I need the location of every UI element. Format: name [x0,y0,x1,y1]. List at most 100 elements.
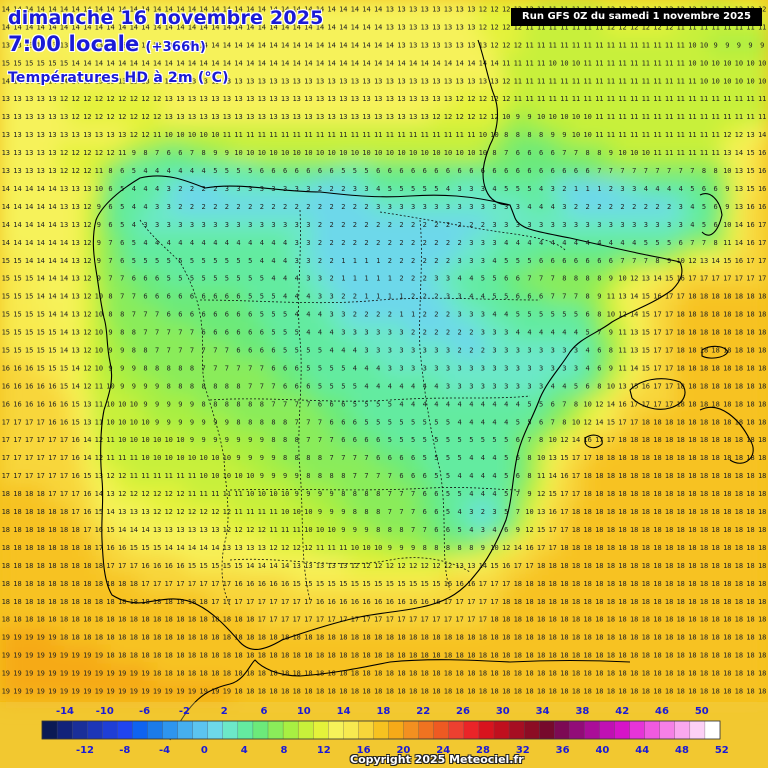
temperature-value: 18 [758,382,766,390]
temperature-value: 8 [562,418,566,426]
temperature-value: 14 [130,59,138,67]
temperature-value: 12 [83,149,91,157]
temperature-value: 2 [388,257,392,265]
temperature-value: 18 [106,652,114,660]
temperature-value: 5 [353,167,357,175]
temperature-value: 13 [327,113,335,121]
temperature-value: 13 [48,113,56,121]
temperature-value: 16 [164,562,172,570]
temperature-value: 18 [304,652,312,660]
temperature-value: 15 [36,364,44,372]
temperature-value: 11 [537,41,545,49]
temperature-value: 18 [711,598,719,606]
temperature-value: 11 [316,131,324,139]
temperature-value: 16 [374,598,382,606]
temperature-value: 11 [595,131,603,139]
temperature-value: 11 [106,454,114,462]
temperature-cell [196,0,211,19]
temperature-value: 2 [364,221,368,229]
temperature-value: 13 [106,490,114,498]
temperature-cell [196,34,211,55]
temperature-value: 18 [607,544,615,552]
temperature-value: 14 [83,454,91,462]
temperature-value: 4 [306,311,310,319]
temperature-value: 4 [481,472,485,480]
temperature-value: 18 [514,616,522,624]
temperature-value: 9 [225,418,229,426]
temperature-value: 16 [386,598,394,606]
temperature-value: 7 [551,293,555,301]
temperature-value: 12 [351,562,359,570]
temperature-value: 14 [548,472,556,480]
temperature-value: 14 [25,203,33,211]
temperature-value: 16 [758,149,766,157]
temperature-cell [220,16,234,37]
temperature-value: 13 [316,77,324,85]
temperature-value: 5 [539,311,543,319]
temperature-value: 12 [106,149,114,157]
temperature-value: 18 [746,293,754,301]
temperature-value: 13 [397,113,405,121]
temperature-cell [33,0,48,19]
temperature-value: 3 [574,221,578,229]
temperature-value: 5 [446,418,450,426]
temperature-value: 8 [271,436,275,444]
temperature-value: 17 [420,616,428,624]
temperature-value: 3 [318,293,322,301]
temperature-value: 18 [688,382,696,390]
temperature-value: 4 [143,203,147,211]
temperature-value: 5 [504,257,508,265]
temperature-cell [743,34,758,55]
temperature-value: 18 [676,616,684,624]
temperature-value: 10 [130,400,138,408]
temperature-value: 17 [397,616,405,624]
temperature-value: 2 [341,221,345,229]
temperature-value: 2 [655,203,659,211]
temperature-value: 15 [642,293,650,301]
temperature-value: 3 [155,203,159,211]
temperature-value: 13 [409,6,417,14]
temperature-value: 2 [341,239,345,247]
temperature-value: 8 [295,454,299,462]
temperature-value: 17 [60,454,68,462]
temperature-cell [255,52,269,73]
temperature-value: 3 [492,364,496,372]
temperature-value: 11 [618,113,626,121]
temperature-cell [22,34,36,55]
temperature-value: 17 [83,526,91,534]
temperature-value: 9 [609,329,613,337]
temperature-value: 16 [25,400,33,408]
temperature-value: 12 [83,311,91,319]
temperature-value: 6 [236,311,240,319]
temperature-value: 5 [644,239,648,247]
temperature-value: 18 [665,616,673,624]
temperature-value: 5 [446,436,450,444]
temperature-value: 4 [492,257,496,265]
temperature-value: 4 [353,364,357,372]
temperature-value: 18 [630,616,638,624]
temperature-cell [708,34,723,55]
temperature-value: 13 [176,113,184,121]
temperature-value: 13 [36,149,44,157]
temperature-value: 14 [60,311,68,319]
temperature-value: 3 [213,221,217,229]
temperature-value: 18 [2,562,10,570]
temperature-value: 11 [583,77,591,85]
temperature-value: 18 [467,634,475,642]
temperature-value: 13 [246,77,254,85]
temperature-value: 7 [260,364,264,372]
temperature-value: 4 [143,185,147,193]
temperature-value: 5 [516,311,520,319]
temperature-value: 5 [248,293,252,301]
temperature-value: 18 [560,634,568,642]
temperature-value: 18 [60,616,68,624]
temperature-value: 18 [199,652,207,660]
temperature-value: 3 [562,364,566,372]
temperature-value: 2 [306,203,310,211]
temperature-value: 17 [13,472,21,480]
temperature-value: 5 [457,454,461,462]
temperature-value: 18 [723,454,731,462]
temperature-value: 6 [306,382,310,390]
temperature-value: 13 [48,149,56,157]
temperature-value: 6 [190,311,194,319]
